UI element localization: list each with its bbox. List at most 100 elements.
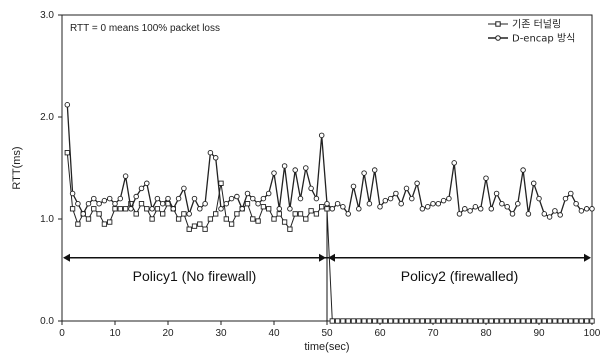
data-point-square bbox=[377, 318, 383, 324]
data-point-circle bbox=[424, 204, 431, 210]
data-point-circle bbox=[85, 200, 92, 207]
data-point-square bbox=[568, 318, 574, 324]
data-point-circle bbox=[435, 200, 442, 207]
data-point-circle bbox=[350, 183, 357, 190]
data-point-square bbox=[340, 318, 346, 324]
data-point-circle bbox=[589, 206, 595, 212]
x-tick-label: 10 bbox=[109, 328, 121, 339]
y-axis-label: RTT(ms) bbox=[11, 146, 23, 189]
arrowhead-mid-right bbox=[328, 253, 335, 262]
data-point-square bbox=[319, 204, 325, 210]
data-point-square bbox=[525, 318, 532, 324]
data-point-circle bbox=[186, 211, 192, 217]
data-point-circle bbox=[318, 132, 325, 139]
data-point-square bbox=[96, 211, 102, 217]
data-point-square bbox=[133, 211, 139, 217]
data-point-circle bbox=[446, 195, 452, 202]
data-point-circle bbox=[409, 195, 415, 202]
data-point-circle bbox=[509, 211, 516, 217]
data-point-square bbox=[281, 219, 288, 225]
data-point-circle bbox=[472, 204, 479, 210]
data-point-square bbox=[223, 216, 229, 222]
data-point-square bbox=[186, 226, 192, 232]
x-tick-label: 90 bbox=[533, 328, 545, 339]
data-point-square bbox=[451, 318, 457, 324]
data-point-circle bbox=[154, 195, 161, 202]
data-point-square bbox=[175, 216, 182, 222]
legend-label-series2: D-encap 방식 bbox=[512, 33, 575, 45]
y-tick-label: 3.0 bbox=[40, 10, 54, 21]
data-point-circle bbox=[552, 208, 558, 214]
policy-arrows bbox=[63, 210, 591, 321]
y-tick-label: 1.0 bbox=[40, 214, 54, 225]
data-point-circle bbox=[414, 180, 420, 187]
data-point-square bbox=[509, 318, 516, 324]
series-line-1 bbox=[66, 152, 592, 322]
data-point-circle bbox=[583, 206, 590, 212]
data-point-square bbox=[387, 318, 394, 324]
data-point-square bbox=[483, 318, 489, 324]
data-point-circle bbox=[271, 170, 277, 176]
data-point-square bbox=[324, 206, 330, 212]
data-point-circle bbox=[546, 214, 553, 220]
policy2-label: Policy2 (firewalled) bbox=[401, 268, 518, 284]
y-axis-ticks: 0.0 1.0 2.0 3.0 bbox=[40, 10, 62, 327]
data-point-circle bbox=[260, 195, 267, 202]
data-point-circle bbox=[276, 206, 283, 212]
packet-loss-annotation: RTT = 0 means 100% packet loss bbox=[70, 23, 220, 34]
data-point-circle bbox=[356, 206, 362, 212]
data-point-square bbox=[202, 226, 208, 232]
data-point-circle bbox=[91, 195, 97, 202]
data-point-circle bbox=[557, 212, 563, 218]
data-point-circle bbox=[287, 206, 293, 212]
data-point-square bbox=[430, 318, 436, 324]
data-point-circle bbox=[117, 195, 124, 202]
data-point-square bbox=[584, 318, 590, 324]
data-point-circle bbox=[265, 190, 272, 197]
data-point-square bbox=[393, 318, 399, 324]
data-point-square bbox=[85, 216, 92, 222]
data-point-square bbox=[361, 318, 367, 324]
data-point-square bbox=[234, 211, 240, 217]
data-point-square bbox=[75, 221, 81, 227]
arrowhead-mid-left bbox=[319, 253, 326, 262]
data-point-square bbox=[462, 318, 468, 324]
data-point-square bbox=[122, 206, 129, 212]
x-tick-label: 40 bbox=[268, 328, 280, 339]
data-point-square bbox=[409, 318, 415, 324]
data-point-square bbox=[345, 318, 351, 324]
data-point-square bbox=[213, 211, 219, 217]
data-point-circle bbox=[393, 190, 399, 197]
data-point-circle bbox=[345, 211, 351, 217]
data-point-square bbox=[112, 206, 118, 212]
data-point-circle bbox=[419, 206, 426, 212]
data-point-circle bbox=[366, 200, 373, 207]
x-tick-label: 80 bbox=[480, 328, 492, 339]
data-point-circle bbox=[499, 200, 505, 207]
data-point-square bbox=[472, 318, 479, 324]
data-point-circle bbox=[488, 206, 495, 212]
data-point-circle bbox=[202, 200, 208, 207]
data-point-square bbox=[541, 318, 547, 324]
data-point-square bbox=[64, 150, 70, 156]
x-axis-label: time(sec) bbox=[304, 341, 349, 353]
data-point-square bbox=[271, 216, 277, 222]
data-point-circle bbox=[515, 200, 521, 207]
data-point-square bbox=[531, 318, 537, 324]
data-point-square bbox=[244, 201, 251, 207]
data-point-circle bbox=[573, 200, 579, 207]
data-point-square bbox=[499, 318, 505, 324]
data-point-square bbox=[144, 206, 150, 212]
data-point-circle bbox=[138, 185, 145, 192]
x-axis-ticks: 0 10 20 30 40 50 60 70 80 90 100 bbox=[59, 321, 601, 339]
data-point-square bbox=[515, 318, 521, 324]
data-point-circle bbox=[244, 190, 251, 197]
data-point-circle bbox=[340, 204, 346, 210]
data-point-square bbox=[197, 221, 203, 227]
data-point-square bbox=[228, 221, 235, 227]
data-point-square bbox=[467, 318, 473, 324]
data-point-circle bbox=[536, 195, 542, 202]
data-point-circle bbox=[387, 195, 394, 202]
policy1-label: Policy1 (No firewall) bbox=[133, 268, 257, 284]
